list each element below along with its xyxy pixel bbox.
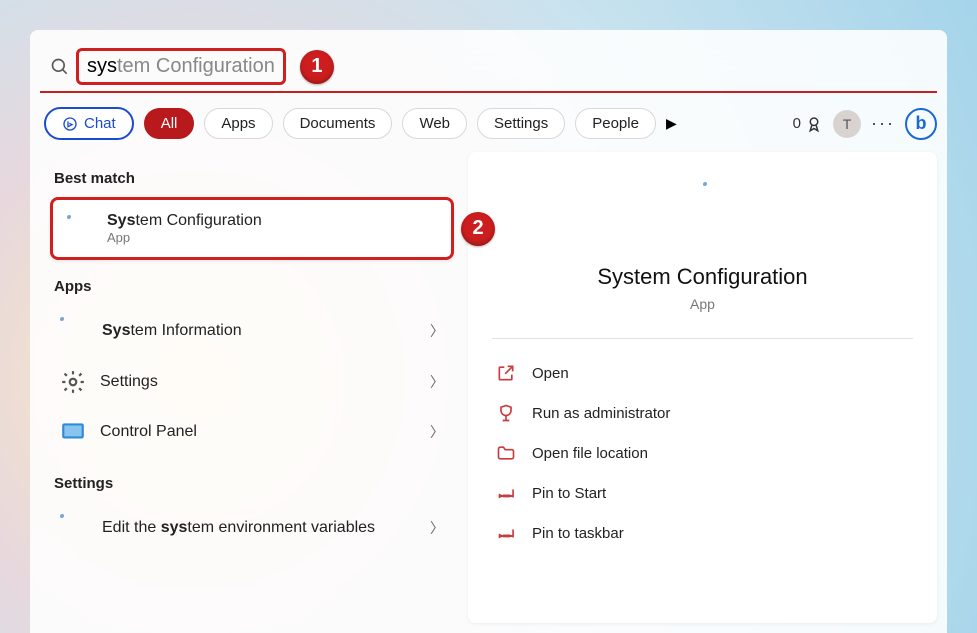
sysconfig-icon <box>67 215 95 243</box>
search-input[interactable]: system Configuration <box>76 48 286 85</box>
search-ghost: tem Configuration <box>117 55 275 78</box>
filter-all[interactable]: All <box>144 108 195 139</box>
env-vars-icon <box>60 514 88 542</box>
detail-app-name: System Configuration <box>597 264 807 290</box>
chevron-right-icon: 〉 <box>430 321 444 341</box>
sysinfo-icon <box>60 317 88 345</box>
setting-env-vars[interactable]: Edit the system environment variables 〉 <box>50 502 454 554</box>
section-best-match: Best match <box>54 170 450 187</box>
search-panel: system Configuration 1 Chat All Apps Doc… <box>30 30 947 633</box>
separator <box>492 338 913 339</box>
filter-more-arrow[interactable]: ▶ <box>666 115 677 132</box>
action-pin-taskbar[interactable]: Pin to taskbar <box>492 513 913 553</box>
action-run-admin[interactable]: Run as administrator <box>492 393 913 433</box>
chevron-right-icon: 〉 <box>430 518 444 538</box>
callout-2: 2 <box>461 212 495 246</box>
section-apps: Apps <box>54 278 450 295</box>
best-match-item[interactable]: System Configuration App 2 <box>50 197 454 260</box>
detail-app-kind: App <box>690 296 715 312</box>
section-settings: Settings <box>54 475 450 492</box>
filter-settings[interactable]: Settings <box>477 108 565 139</box>
folder-icon <box>496 443 516 463</box>
app-settings[interactable]: Settings 〉 <box>50 357 454 407</box>
pin-icon <box>496 523 516 543</box>
callout-1: 1 <box>300 50 334 84</box>
filter-chat[interactable]: Chat <box>44 107 134 140</box>
filter-apps[interactable]: Apps <box>204 108 272 139</box>
filter-documents[interactable]: Documents <box>283 108 393 139</box>
best-match-subtitle: App <box>107 230 262 245</box>
action-open-location[interactable]: Open file location <box>492 433 913 473</box>
bing-button[interactable]: b <box>905 108 937 140</box>
filter-people[interactable]: People <box>575 108 656 139</box>
control-panel-icon <box>60 419 86 445</box>
filter-web[interactable]: Web <box>402 108 467 139</box>
chevron-right-icon: 〉 <box>430 422 444 442</box>
app-control-panel[interactable]: Control Panel 〉 <box>50 407 454 457</box>
action-pin-start[interactable]: Pin to Start <box>492 473 913 513</box>
open-icon <box>496 363 516 383</box>
best-match-title: System Configuration <box>107 212 262 230</box>
filter-bar: Chat All Apps Documents Web Settings Peo… <box>30 93 947 148</box>
gear-icon <box>60 369 86 395</box>
detail-app-icon <box>671 182 735 246</box>
action-open[interactable]: Open <box>492 353 913 393</box>
chevron-right-icon: 〉 <box>430 372 444 392</box>
shield-icon <box>496 403 516 423</box>
search-icon <box>50 57 70 77</box>
rewards-points[interactable]: 0 <box>793 115 823 133</box>
pin-icon <box>496 483 516 503</box>
results-column: Best match System Configuration App 2 Ap… <box>50 152 454 623</box>
detail-pane: System Configuration App Open Run as adm… <box>468 152 937 623</box>
search-bar: system Configuration 1 <box>40 48 937 93</box>
app-system-information[interactable]: System Information 〉 <box>50 305 454 357</box>
rewards-icon <box>805 115 823 133</box>
user-avatar[interactable]: T <box>833 110 861 138</box>
search-typed: sys <box>87 55 117 78</box>
more-menu[interactable]: ··· <box>871 113 895 134</box>
bing-chat-icon <box>62 116 78 132</box>
